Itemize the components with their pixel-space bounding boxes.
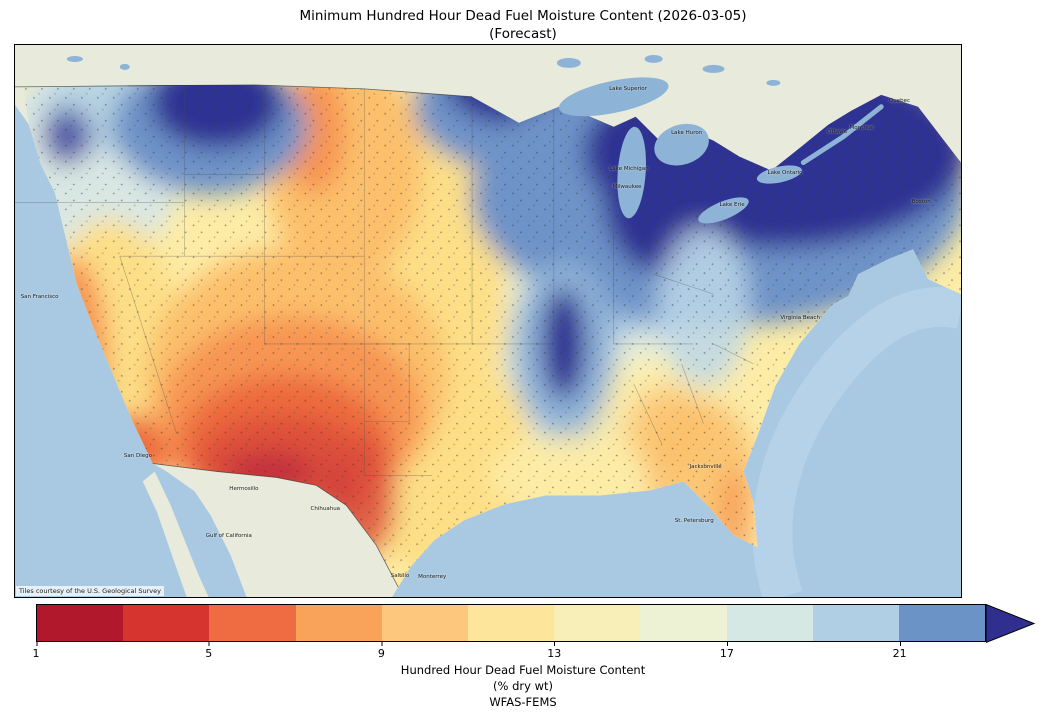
colorbar-tick-label: 9 <box>378 642 385 660</box>
caption-line2: (% dry wt) <box>493 679 553 693</box>
state-borders <box>15 88 754 476</box>
title-line1: Minimum Hundred Hour Dead Fuel Moisture … <box>299 8 747 24</box>
map-attribution: Tiles courtesy of the U.S. Geological Su… <box>16 586 164 596</box>
colorbar-segment <box>37 605 124 641</box>
colorbar-segments <box>36 604 986 642</box>
colorbar-segment <box>209 605 296 641</box>
colorbar-tick-label: 17 <box>720 642 734 660</box>
caption-line1: Hundred Hour Dead Fuel Moisture Content <box>400 663 646 677</box>
colorbar-tick-label: 13 <box>547 642 561 660</box>
colorbar-segment <box>898 605 986 641</box>
colorbar-segment <box>554 605 641 641</box>
caption: Hundred Hour Dead Fuel Moisture Content … <box>0 662 1046 710</box>
colorbar-segment <box>726 605 813 641</box>
colorbar-segment <box>812 605 899 641</box>
great-lakes <box>66 54 884 224</box>
national-borders <box>15 84 473 588</box>
colorbar-tick-label: 5 <box>205 642 212 660</box>
colorbar-tick-label: 21 <box>893 642 907 660</box>
colorbar-segment <box>467 605 555 641</box>
colorbar-segment <box>123 605 210 641</box>
baja-peninsula <box>142 471 209 597</box>
colorbar-segment <box>295 605 382 641</box>
colorbar-segment <box>381 605 468 641</box>
title-line2: (Forecast) <box>489 26 557 42</box>
colorbar-arrow <box>986 604 1036 644</box>
colorbar-segment <box>640 605 727 641</box>
map-canvas <box>15 45 961 597</box>
atlantic-shelf <box>752 286 961 597</box>
colorbar-tick-label: 1 <box>33 642 40 660</box>
colorbar-arrow-shape <box>986 604 1036 644</box>
figure-title: Minimum Hundred Hour Dead Fuel Moisture … <box>0 7 1046 43</box>
map: San Francisco San Diego Hermosillo Chihuahu… <box>14 44 962 598</box>
colorbar-ticks: 1 5 9 13 17 21 <box>33 642 986 662</box>
caption-line3: WFAS-FEMS <box>489 695 557 709</box>
